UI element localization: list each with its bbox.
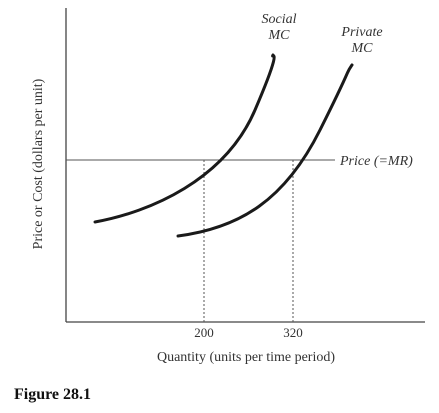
figure-caption: Figure 28.1 <box>14 386 92 403</box>
private-mc-curve <box>176 63 354 238</box>
x-axis-label: Quantity (units per time period) <box>157 350 335 365</box>
social-mc-label-line1: Social <box>262 12 297 27</box>
price-line-label: Price (=MR) <box>339 154 413 169</box>
social-mc-label-line2: MC <box>268 28 291 43</box>
x-tick-label-320: 320 <box>283 325 303 340</box>
private-mc-label-line2: MC <box>351 41 374 56</box>
private-mc-label-line1: Private <box>340 25 382 40</box>
x-tick-label-200: 200 <box>194 325 214 340</box>
social-mc-curve <box>93 53 276 224</box>
y-axis-label: Price or Cost (dollars per unit) <box>31 78 46 249</box>
